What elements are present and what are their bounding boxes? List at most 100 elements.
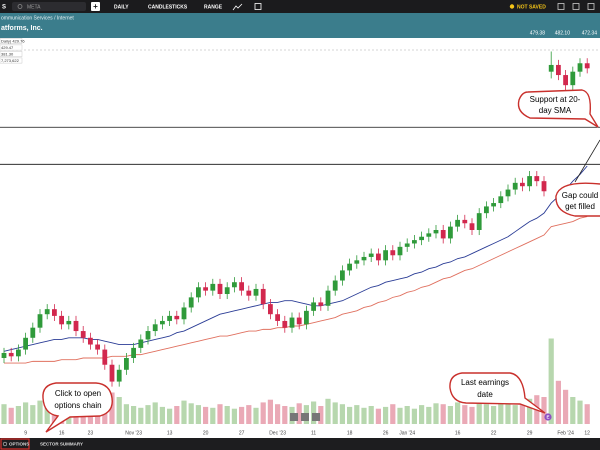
candle-body (448, 226, 453, 239)
callout-text: Click to open (55, 389, 101, 398)
toolbar (0, 0, 600, 13)
volume-bar (131, 406, 137, 424)
candle-body (196, 287, 201, 298)
candle-body (361, 256, 367, 261)
candle-body (311, 302, 316, 311)
save-status[interactable]: NOT SAVED (517, 4, 546, 10)
volume-bar (275, 404, 281, 424)
volume-bar (354, 405, 360, 424)
candle-body (30, 327, 36, 338)
sector-summary-tab[interactable]: SECTOR SUMMARY (40, 442, 83, 447)
x-tick-label: 9 (24, 430, 27, 436)
candle-body (397, 246, 403, 256)
zoom-button[interactable] (290, 413, 298, 421)
candle-body (275, 314, 280, 321)
volume-bar (368, 406, 374, 424)
options-icon (2, 441, 8, 447)
search-box[interactable] (12, 2, 86, 11)
symbol: S (2, 5, 6, 11)
candle-body (404, 243, 410, 247)
volume-bar (519, 402, 525, 424)
legend-box (0, 57, 23, 64)
volume-bar (570, 397, 576, 424)
earnings-marker[interactable] (544, 413, 552, 421)
sector: ommunication Services / Internet (1, 15, 74, 21)
volume-bar (260, 402, 266, 424)
candle-body (433, 230, 439, 234)
candle-body (66, 320, 72, 325)
candle-body (109, 364, 115, 382)
volume-bar (253, 407, 259, 424)
candle-body (188, 297, 194, 308)
volume-bar (311, 401, 317, 424)
candle-body (541, 181, 547, 192)
candle-body (426, 233, 432, 237)
volume-bar (462, 405, 468, 424)
candle-body (520, 182, 525, 187)
volume-bar (181, 400, 187, 424)
status-dot (509, 4, 515, 9)
candle-body (354, 260, 360, 264)
company: atforms, Inc. (1, 25, 43, 32)
add-button[interactable] (91, 2, 100, 11)
volume-bar (123, 404, 129, 424)
interval-button[interactable]: DAILY (114, 4, 129, 10)
options-tab[interactable]: OPTIONS (9, 442, 29, 447)
volume-bar (577, 400, 583, 424)
zoom-button[interactable] (301, 413, 309, 421)
zoom-button[interactable] (312, 413, 320, 421)
candle-body (455, 219, 460, 227)
candle-body (232, 282, 237, 288)
candle-body (491, 203, 496, 207)
candle-body (577, 63, 583, 72)
candle-body (138, 339, 144, 348)
toolbar-icon[interactable] (572, 3, 580, 10)
candle-body (217, 283, 223, 294)
volume-bar (267, 399, 273, 424)
volume-bar (433, 403, 439, 424)
candle-body (246, 290, 252, 296)
volume-bar (23, 402, 29, 424)
candle-body (512, 182, 518, 190)
chart-style-button[interactable]: CANDLESTICKS (148, 4, 188, 10)
candle-body (383, 250, 388, 261)
volume-bar (239, 406, 245, 424)
volume-bar (325, 398, 331, 424)
indicator-icon[interactable] (232, 3, 243, 11)
candle-body (224, 287, 230, 294)
candle-body (462, 219, 468, 224)
toolbar-icon[interactable] (557, 3, 565, 10)
x-tick-label: Jan '24 (399, 430, 415, 436)
volume-bar (483, 404, 489, 424)
options-callout (42, 382, 113, 433)
candle-body (160, 320, 165, 325)
earnings-marker-label: E (546, 415, 549, 420)
volume-bar (44, 406, 50, 424)
candle-body (325, 290, 331, 306)
volume-bar (246, 405, 252, 424)
volume-bar (224, 406, 230, 424)
x-tick-label: 16 (455, 430, 461, 436)
candle-body (282, 320, 288, 328)
layout-icon[interactable] (254, 3, 262, 10)
volume-bar (375, 408, 381, 424)
range-button[interactable]: RANGE (204, 4, 223, 10)
candle-body (440, 230, 446, 239)
candle-body (23, 337, 28, 350)
candle-body (556, 64, 561, 76)
options-highlight (0, 438, 30, 450)
candle-body (174, 315, 180, 320)
support-callout (517, 89, 599, 128)
x-tick-label: 23 (88, 430, 94, 436)
toolbar-icon[interactable] (587, 3, 595, 10)
candle-body (570, 71, 576, 86)
volume-bar (498, 403, 504, 424)
footer (0, 438, 600, 450)
volume-bar (37, 400, 43, 424)
legend-box (0, 38, 23, 44)
volume-bar (116, 397, 122, 424)
volume-bar (383, 406, 389, 424)
candle-body (116, 369, 122, 382)
volume-bar (419, 405, 425, 424)
